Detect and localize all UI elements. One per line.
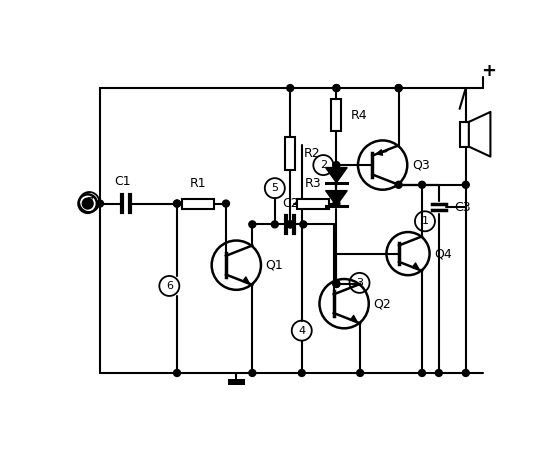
Circle shape: [82, 198, 93, 209]
Text: Q4: Q4: [434, 247, 452, 260]
Circle shape: [333, 85, 340, 92]
Circle shape: [300, 221, 307, 228]
Circle shape: [395, 85, 402, 92]
Bar: [181, 199, 214, 208]
Circle shape: [174, 200, 180, 207]
Text: R1: R1: [189, 178, 206, 191]
Circle shape: [418, 181, 426, 188]
Circle shape: [223, 200, 229, 207]
Bar: [228, 379, 245, 385]
Text: 5: 5: [271, 183, 278, 193]
Polygon shape: [326, 168, 347, 183]
Circle shape: [462, 370, 469, 376]
Circle shape: [357, 370, 364, 376]
Circle shape: [462, 181, 469, 188]
Text: C2: C2: [282, 197, 299, 211]
Bar: [285, 137, 295, 170]
Circle shape: [333, 200, 340, 207]
Text: R3: R3: [305, 178, 322, 191]
Circle shape: [333, 162, 340, 169]
Circle shape: [174, 370, 180, 376]
Circle shape: [249, 221, 256, 228]
Text: 7: 7: [85, 197, 93, 207]
Circle shape: [395, 85, 402, 92]
Circle shape: [287, 221, 294, 228]
Text: Q2: Q2: [374, 297, 391, 310]
Circle shape: [97, 200, 103, 207]
Text: 2: 2: [320, 160, 327, 170]
Circle shape: [287, 85, 294, 92]
Text: R2: R2: [304, 147, 321, 160]
Text: Q1: Q1: [266, 259, 283, 272]
Text: 3: 3: [356, 278, 363, 288]
Bar: [331, 99, 341, 131]
Bar: [460, 122, 469, 147]
Circle shape: [174, 200, 180, 207]
Text: C1: C1: [114, 175, 130, 188]
Text: 1: 1: [421, 216, 428, 226]
Bar: [297, 199, 330, 208]
Circle shape: [298, 370, 305, 376]
Circle shape: [287, 221, 294, 228]
Circle shape: [395, 181, 402, 188]
Text: 6: 6: [166, 281, 173, 291]
Text: 4: 4: [298, 326, 305, 336]
Circle shape: [249, 370, 256, 376]
Text: R4: R4: [350, 109, 367, 121]
Circle shape: [333, 85, 340, 92]
Text: Q3: Q3: [412, 158, 430, 172]
Circle shape: [271, 221, 278, 228]
Text: C3: C3: [454, 201, 471, 214]
Circle shape: [435, 370, 442, 376]
Circle shape: [333, 280, 340, 288]
Circle shape: [333, 280, 340, 288]
Polygon shape: [326, 191, 347, 206]
Text: +: +: [481, 62, 496, 80]
Polygon shape: [469, 112, 491, 157]
Circle shape: [418, 370, 426, 376]
